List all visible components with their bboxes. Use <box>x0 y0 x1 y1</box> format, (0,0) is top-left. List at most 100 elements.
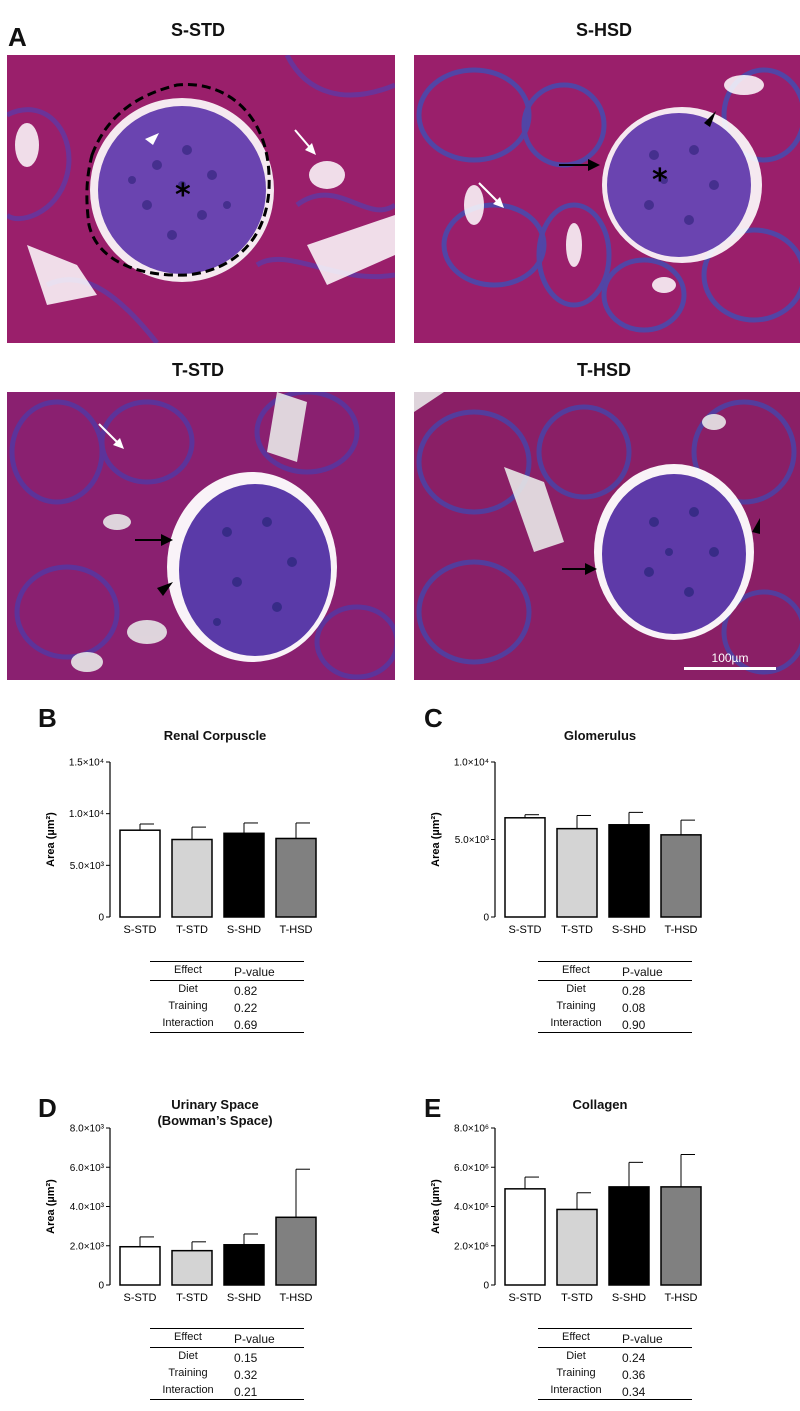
y-tick-label: 8.0×10⁶ <box>454 1124 489 1135</box>
y-tick-label: 6.0×10⁶ <box>454 1163 489 1174</box>
bar-chart-collagen: 0 2.0×10⁶ 4.0×10⁶ 6.0×10⁶ 8.0×10⁶ Area (µm²) S… <box>430 1124 702 1304</box>
y-tick-label: 5.0×10³ <box>455 835 490 846</box>
bar <box>504 817 546 918</box>
chart-title-d: Urinary Space (Bowman’s Space) <box>35 1097 395 1129</box>
table-row: Interaction 0.69 <box>150 1015 304 1032</box>
panel-letter-e: E <box>424 1093 442 1123</box>
panel-letter-c: C <box>424 703 443 733</box>
micrograph-s-std: * <box>7 55 395 343</box>
table-header: Effect P-value <box>538 961 692 981</box>
x-tick-label: T-HSD <box>280 1292 313 1304</box>
effect-label: Training <box>556 1000 596 1012</box>
bar <box>275 837 317 918</box>
y-tick-label: 4.0×10⁶ <box>454 1202 489 1213</box>
pvalue-header: P-value <box>622 1332 663 1346</box>
pvalue: 0.15 <box>234 1351 258 1365</box>
chart-title-d-line2: (Bowman’s Space) <box>157 1113 273 1128</box>
table-row: Interaction 0.34 <box>538 1382 692 1399</box>
x-tick-label: T-STD <box>176 1292 208 1304</box>
table-row: Diet 0.28 <box>538 981 692 998</box>
x-tick-label: S-SHD <box>227 1292 261 1304</box>
table-row: Training 0.22 <box>150 998 304 1015</box>
table-row: Diet 0.15 <box>150 1348 304 1365</box>
panel-letter-d: D <box>38 1093 57 1123</box>
pvalue-table-d: Effect P-value Diet 0.15 Training 0.32 Int… <box>150 1328 304 1400</box>
table-row: Training 0.32 <box>150 1365 304 1382</box>
pvalue-header: P-value <box>234 1332 275 1346</box>
micrograph-t-std <box>7 392 395 680</box>
effect-label: Interaction <box>550 1384 602 1396</box>
table-bottom-rule <box>538 1399 692 1400</box>
micrograph-t-hsd <box>414 392 800 680</box>
effect-label: Training <box>556 1367 596 1379</box>
table-row: Interaction 0.21 <box>150 1382 304 1399</box>
bar <box>608 1186 650 1286</box>
bar-chart-renal-corpuscle: 0 5.0×10³ 1.0×10⁴ 1.5×10⁴ Area (µm²) S-STD T-S… <box>45 758 317 936</box>
y-tick-label: 0 <box>483 1281 489 1292</box>
y-tick-label: 1.0×10⁴ <box>69 809 104 820</box>
pvalue: 0.90 <box>622 1018 646 1032</box>
table-header: Effect P-value <box>150 961 304 981</box>
x-tick-label: S-SHD <box>612 924 646 936</box>
svg-text:*: * <box>175 178 191 213</box>
effect-label: Interaction <box>162 1017 214 1029</box>
bar <box>223 832 265 918</box>
scale-bar <box>684 667 776 670</box>
bar <box>275 1216 317 1286</box>
image-title-s-hsd: S-HSD <box>575 20 632 40</box>
y-tick-label: 1.5×10⁴ <box>69 758 104 769</box>
y-tick-label: 2.0×10⁶ <box>454 1241 489 1252</box>
pvalue: 0.21 <box>234 1385 258 1399</box>
image-title-s-std: S-STD <box>171 20 225 40</box>
chart-title-b: Renal Corpuscle <box>163 728 267 743</box>
y-tick-label: 0 <box>98 1281 104 1292</box>
x-tick-label: S-STD <box>124 924 157 936</box>
bar <box>119 1245 161 1286</box>
table-bottom-rule <box>150 1032 304 1033</box>
y-tick-label: 2.0×10³ <box>70 1241 105 1252</box>
bar <box>556 827 598 918</box>
y-axis-label: Area (µm²) <box>430 812 442 867</box>
effect-label: Diet <box>566 983 586 995</box>
pvalue: 0.08 <box>622 1001 646 1015</box>
table-row: Training 0.08 <box>538 998 692 1015</box>
x-tick-label: T-HSD <box>665 924 698 936</box>
bar <box>223 1244 265 1286</box>
bar <box>171 838 213 918</box>
panel-letter-a: A <box>8 22 27 52</box>
y-tick-label: 8.0×10³ <box>70 1124 105 1135</box>
table-bottom-rule <box>538 1032 692 1033</box>
x-tick-label: T-HSD <box>280 924 313 936</box>
x-tick-label: T-STD <box>561 1292 593 1304</box>
chart-title-c: Glomerulus <box>563 728 637 743</box>
table-row: Training 0.36 <box>538 1365 692 1382</box>
pvalue-table-c: Effect P-value Diet 0.28 Training 0.08 Int… <box>538 961 692 1033</box>
image-title-t-std: T-STD <box>172 360 224 380</box>
effect-header: Effect <box>174 964 202 976</box>
pvalue: 0.36 <box>622 1368 646 1382</box>
effect-label: Diet <box>178 983 198 995</box>
x-tick-label: S-SHD <box>612 1292 646 1304</box>
effect-label: Interaction <box>550 1017 602 1029</box>
pvalue: 0.82 <box>234 984 258 998</box>
bar <box>556 1208 598 1286</box>
y-tick-label: 0 <box>98 913 104 924</box>
bar-chart-urinary-space: 0 2.0×10³ 4.0×10³ 6.0×10³ 8.0×10³ Area (µm²) S… <box>45 1124 317 1304</box>
x-tick-label: S-SHD <box>227 924 261 936</box>
x-tick-label: S-STD <box>509 1292 542 1304</box>
pvalue-header: P-value <box>234 965 275 979</box>
pvalue: 0.22 <box>234 1001 258 1015</box>
y-axis-label: Area (µm²) <box>430 1179 442 1234</box>
y-tick-label: 1.0×10⁴ <box>454 758 489 769</box>
pvalue-header: P-value <box>622 965 663 979</box>
svg-text:*: * <box>652 163 668 198</box>
y-tick-label: 6.0×10³ <box>70 1163 105 1174</box>
table-row: Diet 0.24 <box>538 1348 692 1365</box>
bar-chart-glomerulus: 0 5.0×10³ 1.0×10⁴ Area (µm²) S-STD T-STD S-SHD… <box>430 758 702 936</box>
y-axis-label: Area (µm²) <box>45 1179 57 1234</box>
bar <box>504 1188 546 1286</box>
table-header: Effect P-value <box>538 1328 692 1348</box>
pvalue: 0.34 <box>622 1385 646 1399</box>
effect-header: Effect <box>562 964 590 976</box>
table-header: Effect P-value <box>150 1328 304 1348</box>
